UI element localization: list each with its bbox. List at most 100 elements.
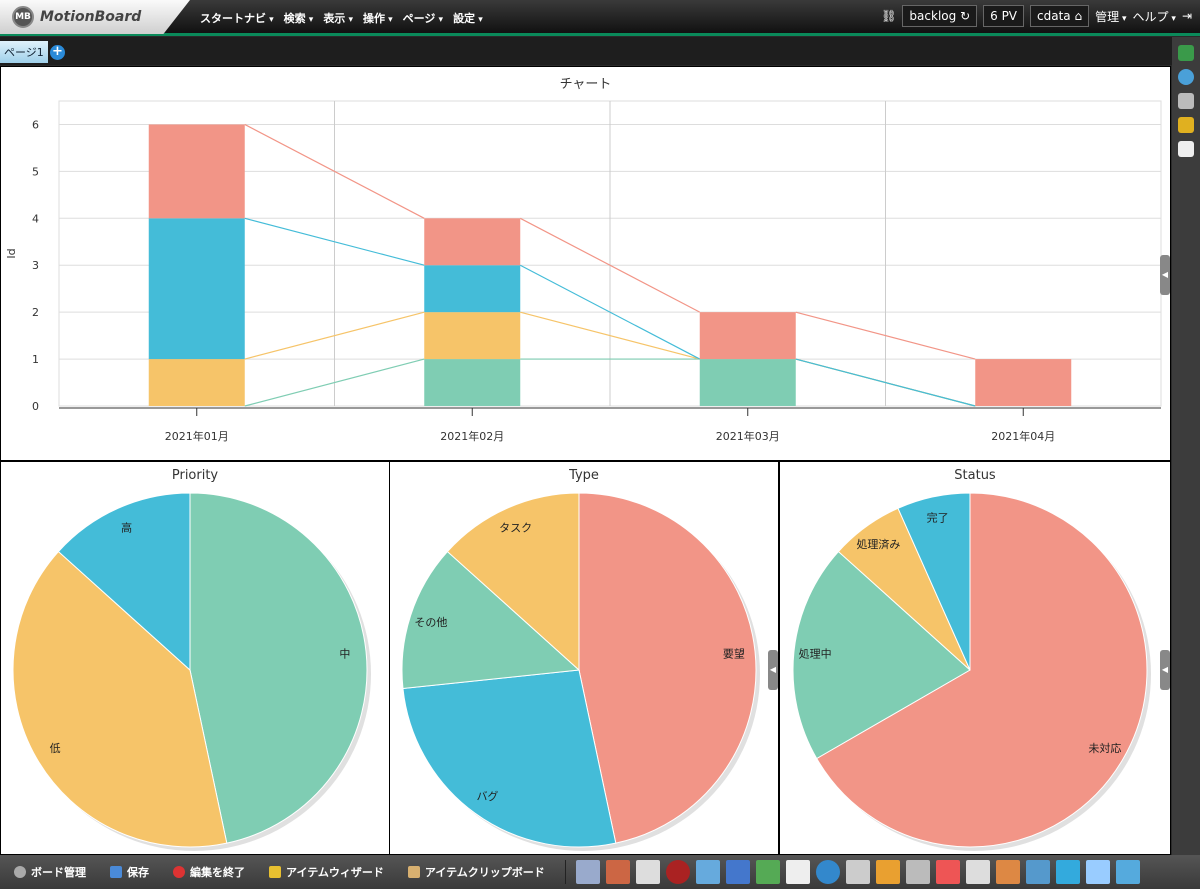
y-tick-label: 2 [32, 306, 39, 319]
item-palette [564, 860, 1140, 884]
x-tick-label: 2021年04月 [991, 429, 1055, 443]
menu-page[interactable]: ページ [403, 10, 443, 26]
pie-label: 処理中 [799, 648, 832, 661]
y-axis-label: Id [5, 248, 18, 258]
globe-icon[interactable] [1178, 69, 1194, 85]
wand-icon [269, 866, 281, 878]
menu-operation[interactable]: 操作 [363, 10, 393, 26]
board-name-button[interactable]: backlog ↻ [902, 5, 978, 27]
menu-start-navi[interactable]: スタートナビ [200, 10, 274, 26]
pie-slice [792, 550, 971, 760]
series-connector-line [244, 123, 425, 219]
database-icon[interactable] [1178, 93, 1194, 109]
item-clipboard-button[interactable]: アイテムクリップボード [407, 864, 545, 880]
bar-segment [424, 218, 521, 266]
y-tick-label: 5 [32, 165, 39, 178]
bar-segment [148, 218, 245, 360]
logo: MB MotionBoard [0, 0, 190, 34]
user-button[interactable]: cdata ⌂ [1030, 5, 1090, 27]
menu-help[interactable]: ヘルプ [1133, 8, 1176, 25]
y-tick-label: 0 [32, 400, 39, 413]
item-wizard-button[interactable]: アイテムウィザード [269, 864, 384, 880]
pen-icon[interactable] [1178, 45, 1194, 61]
bar-segment [424, 312, 521, 360]
web-icon[interactable] [815, 860, 840, 884]
save-button[interactable]: 保存 [110, 864, 149, 880]
end-edit-button[interactable]: 編集を終了 [173, 864, 245, 880]
type-title: Type [569, 468, 599, 483]
y-tick-label: 3 [32, 259, 39, 272]
priority-pie-chart: 中低 高 [12, 492, 371, 851]
connection-icon[interactable]: ⛓ [881, 9, 897, 23]
dashboard-icon[interactable] [995, 860, 1020, 884]
pie-label: 要望 [723, 648, 745, 661]
bar-segment [148, 359, 245, 406]
bar-chart-panel: チャート 0 1 2 3 4 5 6 Id 2021年01月 2021年02月 2021年03月 20… [0, 66, 1171, 461]
logo-text: MotionBoard [40, 9, 142, 25]
series-connector-line [244, 311, 425, 360]
bar-segment [975, 359, 1072, 406]
bar-segment [424, 265, 521, 313]
menu-settings[interactable]: 設定 [453, 10, 483, 26]
table-icon[interactable] [635, 860, 660, 884]
pie-label: 完了 [927, 511, 949, 525]
form-icon[interactable] [965, 860, 990, 884]
chart-icon[interactable] [605, 860, 630, 884]
add-page-icon[interactable]: + [50, 45, 65, 60]
bar-segment [699, 359, 796, 406]
bar-segment [699, 312, 796, 360]
logout-icon[interactable]: ⇥ [1181, 9, 1192, 23]
pie-slice [897, 492, 971, 671]
button-icon[interactable] [905, 860, 930, 884]
home-icon: ⌂ [1074, 9, 1083, 23]
series-connector-line [519, 217, 701, 313]
clock-icon[interactable] [665, 860, 690, 884]
folder-icon[interactable] [875, 860, 900, 884]
plugin-icon[interactable] [1115, 860, 1140, 884]
main-menu: スタートナビ 検索 表示 操作 ページ 設定 [200, 10, 483, 26]
end-edit-label: 編集を終了 [190, 866, 245, 879]
document-icon[interactable] [1178, 141, 1194, 157]
text-icon[interactable] [785, 860, 810, 884]
pie-slice [401, 550, 581, 690]
pv-count: 6 PV [983, 5, 1025, 27]
menu-view[interactable]: 表示 [323, 10, 353, 26]
pie-label: タスク [499, 522, 532, 535]
shapes-icon[interactable] [935, 860, 960, 884]
lightning-icon[interactable] [1178, 117, 1194, 133]
picture-icon[interactable] [755, 860, 780, 884]
status-pie-chart: 未対応 処理中 処理済み 完了 [792, 492, 1151, 851]
chart-title: チャート [559, 77, 612, 92]
cube-icon[interactable] [1055, 860, 1080, 884]
stacked-bar-chart: 0 1 2 3 4 5 6 Id 2021年01月 2021年02月 2021年03月 2021年04… [5, 100, 1162, 443]
logo-mark: MB [12, 6, 34, 28]
series-connector-line [795, 311, 976, 360]
user-name: cdata [1037, 9, 1071, 23]
menu-admin[interactable]: 管理 [1095, 8, 1126, 25]
menu-search[interactable]: 検索 [284, 10, 314, 26]
series-connector-line [244, 358, 425, 407]
image-icon[interactable] [695, 860, 720, 884]
comment-icon[interactable] [845, 860, 870, 884]
priority-pie-panel: Priority 中低 高 [0, 461, 390, 855]
x-tick-label: 2021年01月 [165, 429, 229, 443]
info-icon[interactable] [1025, 860, 1050, 884]
board-manage-button[interactable]: ボード管理 [14, 864, 86, 880]
spellcheck-icon[interactable] [1085, 860, 1110, 884]
pie-label: 処理済み [856, 537, 900, 551]
pie-label: 低 [50, 742, 61, 755]
pie-slice [57, 492, 191, 672]
layout-icon[interactable] [575, 860, 600, 884]
pie-label: 中 [339, 648, 350, 661]
collapse-handle[interactable]: ◀ [768, 650, 778, 690]
series-connector-line [520, 311, 700, 360]
pie-slice [578, 492, 757, 844]
collapse-handle[interactable]: ◀ [1160, 650, 1170, 690]
series-connector-line [795, 358, 976, 407]
tab-page1[interactable]: ページ1 [0, 41, 48, 63]
status-pie-panel: Status 未対応 処理中 処理済み 完了 ◀ [779, 461, 1171, 855]
network-icon[interactable] [725, 860, 750, 884]
x-tick-label: 2021年03月 [716, 429, 780, 443]
collapse-handle[interactable]: ◀ [1160, 255, 1170, 295]
